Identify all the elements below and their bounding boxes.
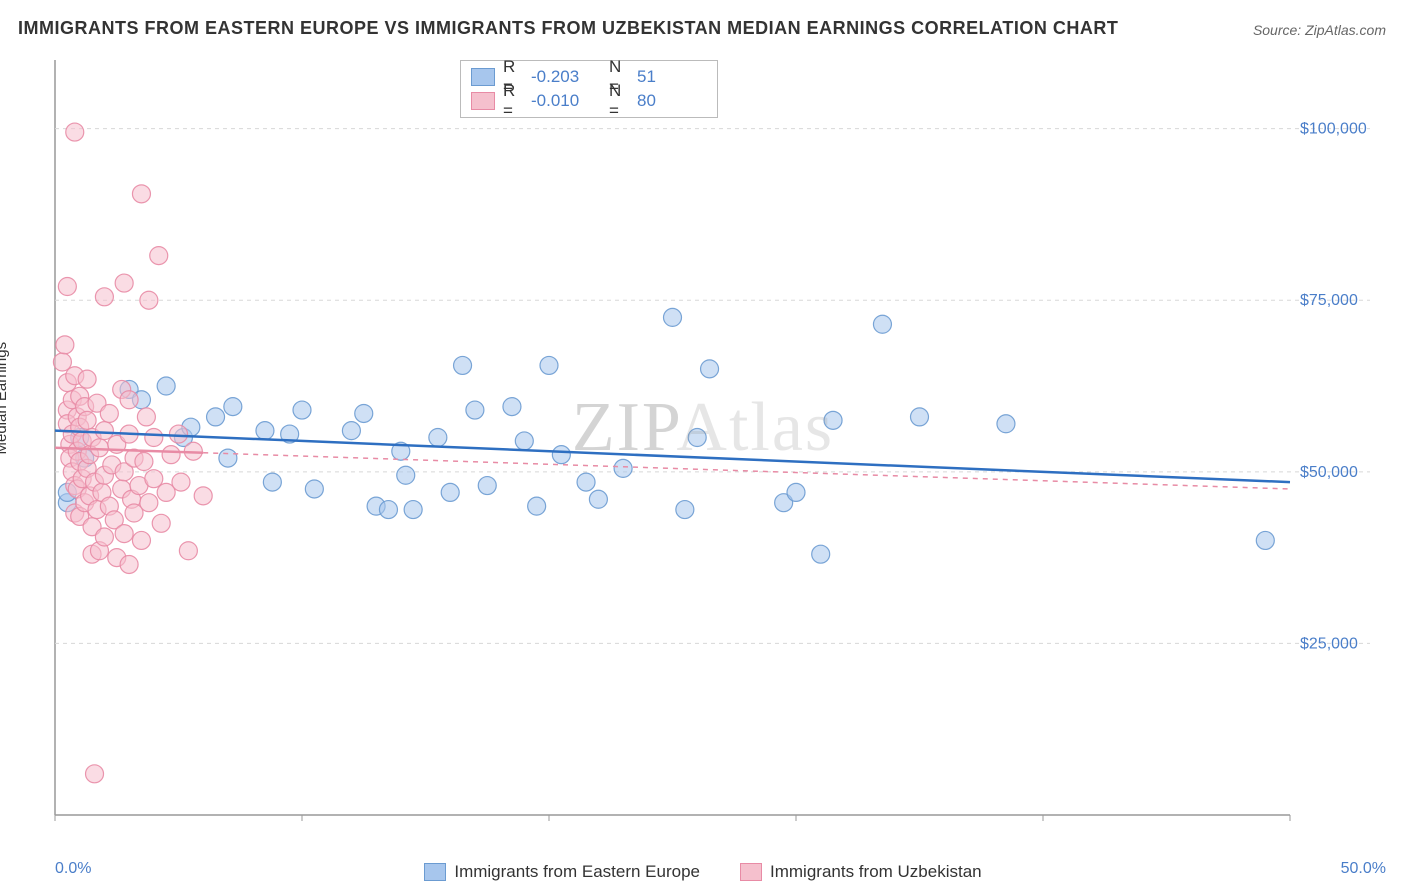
scatter-chart: $25,000 $50,000 $75,000 $100,000 xyxy=(50,55,1390,845)
series-legend: Immigrants from Eastern Europe Immigrants… xyxy=(0,862,1406,882)
x-axis-max-label: 50.0% xyxy=(1341,860,1386,878)
chart-title: IMMIGRANTS FROM EASTERN EUROPE VS IMMIGR… xyxy=(18,18,1118,39)
legend-item: Immigrants from Eastern Europe xyxy=(424,862,700,882)
source-attribution: Source: ZipAtlas.com xyxy=(1253,22,1386,38)
svg-text:$25,000: $25,000 xyxy=(1300,635,1358,652)
y-axis-label: Median Earnings xyxy=(0,342,10,455)
svg-text:$100,000: $100,000 xyxy=(1300,121,1367,138)
svg-text:$50,000: $50,000 xyxy=(1300,464,1358,481)
svg-text:$75,000: $75,000 xyxy=(1300,292,1358,309)
correlation-row: R =-0.010N =80 xyxy=(471,89,707,113)
correlation-legend: R =-0.203N =51R =-0.010N =80 xyxy=(460,60,718,118)
legend-item: Immigrants from Uzbekistan xyxy=(740,862,982,882)
